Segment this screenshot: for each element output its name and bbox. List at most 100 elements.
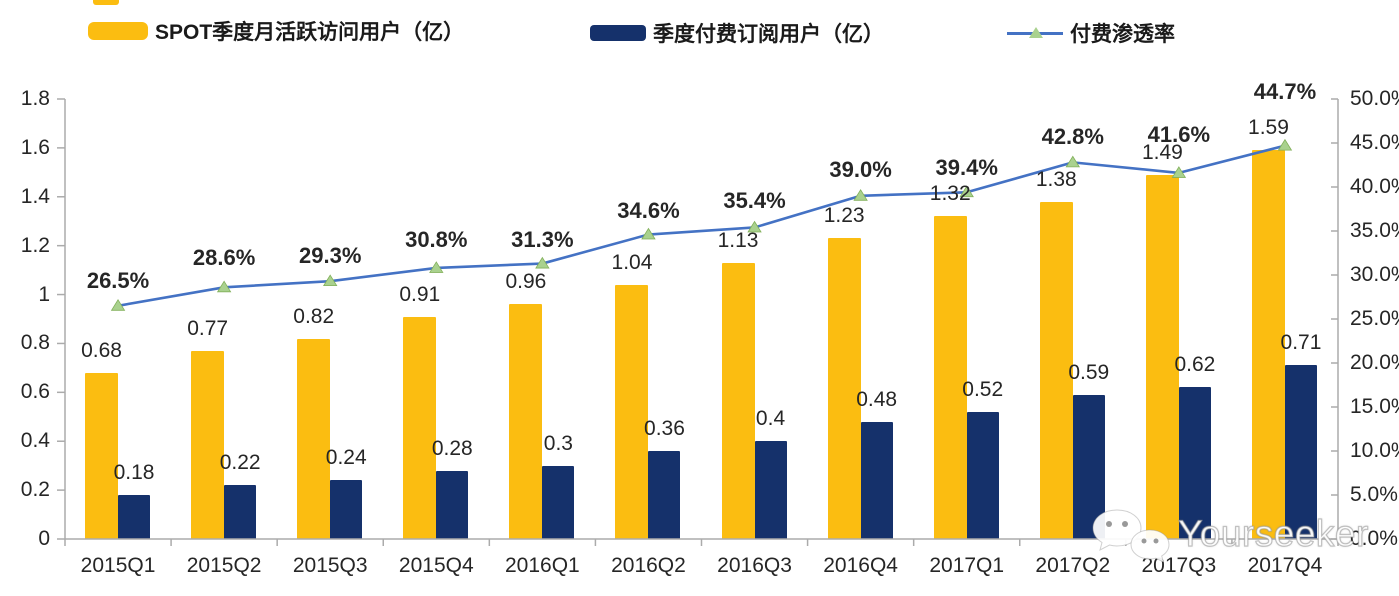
paid-bar — [330, 480, 363, 539]
paid-bar — [966, 411, 999, 539]
legend-label-mau: SPOT季度月活跃访问用户（亿） — [155, 21, 465, 44]
paid-value-label: 0.62 — [1174, 353, 1216, 377]
y-axis-label: 0.4 — [20, 429, 50, 453]
mau-bar — [1145, 174, 1179, 539]
mau-bar — [403, 316, 437, 539]
y-axis-label: 0.6 — [20, 380, 50, 404]
x-axis-label: 2017Q1 — [929, 554, 1005, 577]
mau-bar — [827, 238, 861, 539]
y2-axis-label: 30.0% — [1350, 263, 1399, 286]
y2-axis-label: 35.0% — [1350, 219, 1399, 242]
x-axis-label: 2016Q4 — [823, 554, 898, 577]
y-axis-label: 0.2 — [20, 478, 50, 502]
y2-axis-label: 45.0% — [1350, 131, 1399, 154]
mau-value-label: 1.49 — [1141, 140, 1183, 164]
y-axis-label: 1.2 — [20, 233, 50, 257]
y-axis-label: 1.8 — [20, 87, 50, 110]
legend-item-penetration: 付费渗透率 — [1007, 18, 1175, 48]
penetration-point-marker — [959, 185, 974, 198]
paid-value-label: 0.3 — [543, 431, 573, 455]
legend-swatch-penetration — [1007, 24, 1063, 42]
penetration-point-marker — [747, 220, 762, 233]
paid-bar — [860, 421, 893, 539]
legend-item-paid: 季度付费订阅用户（亿） — [590, 18, 884, 48]
x-axis-label: 2015Q3 — [292, 554, 368, 577]
y2-axis-label: 10.0% — [1350, 439, 1399, 462]
watermark-text: Yourseeker — [1177, 512, 1369, 554]
y2-axis-label: 25.0% — [1350, 307, 1399, 330]
mau-value-label: 1.59 — [1248, 116, 1289, 140]
y-axis-label: 0 — [38, 527, 50, 550]
penetration-value-label: 44.7% — [1253, 78, 1317, 104]
y2-axis-label: 20.0% — [1350, 351, 1399, 374]
y-axis-label: 1.4 — [20, 184, 50, 208]
paid-value-label: 0.48 — [856, 387, 898, 411]
penetration-value-label: 34.6% — [617, 197, 680, 223]
mau-bar — [1039, 201, 1073, 539]
watermark: Yourseeker — [1089, 506, 1369, 562]
penetration-point-marker — [535, 256, 550, 269]
mau-bar — [509, 304, 543, 539]
y-axis-label: 1.6 — [20, 135, 50, 159]
paid-value-label: 0.4 — [755, 407, 786, 431]
paid-value-label: 0.71 — [1280, 331, 1322, 355]
paid-value-label: 0.52 — [962, 377, 1004, 401]
penetration-value-label: 41.6% — [1147, 121, 1211, 147]
mau-value-label: 1.04 — [611, 250, 653, 274]
penetration-value-label: 35.4% — [723, 188, 786, 214]
mau-bar — [615, 284, 649, 539]
mau-value-label: 1.38 — [1035, 167, 1077, 191]
cropped-decor-strip — [93, 0, 119, 5]
x-axis-label: 2017Q4 — [1247, 554, 1323, 577]
mau-bar — [191, 350, 225, 539]
mau-value-label: 0.77 — [187, 316, 229, 340]
penetration-point-marker — [322, 274, 338, 287]
paid-bar — [436, 470, 469, 539]
paid-value-label: 0.24 — [325, 446, 367, 470]
paid-value-label: 0.28 — [431, 436, 473, 460]
mau-value-label: 1.32 — [929, 182, 971, 206]
penetration-point-marker — [853, 189, 868, 201]
penetration-point-marker — [1065, 155, 1081, 168]
paid-value-label: 0.36 — [644, 417, 685, 440]
mau-value-label: 0.96 — [505, 270, 547, 294]
penetration-value-label: 30.8% — [405, 226, 468, 252]
mau-value-label: 1.23 — [823, 204, 865, 228]
penetration-point-marker — [641, 227, 656, 240]
y-axis-label: 0.8 — [20, 331, 50, 355]
paid-bar — [1178, 387, 1211, 539]
penetration-value-label: 39.4% — [935, 155, 998, 181]
x-axis-label: 2015Q2 — [186, 554, 262, 577]
y2-axis-label: 0.0% — [1350, 527, 1398, 550]
mau-bar — [85, 372, 119, 539]
penetration-value-label: 26.5% — [86, 267, 150, 293]
penetration-value-label: 42.8% — [1041, 124, 1104, 150]
legend-swatch-paid — [590, 25, 646, 41]
penetration-value-label: 31.3% — [511, 226, 574, 252]
x-axis-label: 2015Q4 — [398, 554, 474, 577]
wechat-icon — [1092, 509, 1170, 562]
penetration-point-marker — [429, 261, 444, 273]
mau-value-label: 0.82 — [293, 304, 335, 328]
y2-axis-label: 50.0% — [1350, 87, 1399, 110]
x-axis-label: 2016Q2 — [611, 554, 686, 577]
mau-bar — [297, 338, 331, 539]
paid-value-label: 0.18 — [113, 461, 155, 484]
mau-value-label: 0.91 — [399, 282, 441, 306]
penetration-point-marker — [216, 280, 232, 293]
paid-bar — [542, 465, 575, 539]
paid-bar — [1072, 394, 1105, 539]
legend-triangle-marker-icon — [1029, 27, 1043, 38]
paid-value-label: 0.22 — [219, 451, 261, 475]
x-axis-label: 2016Q1 — [505, 554, 580, 577]
x-axis-label: 2016Q3 — [717, 554, 792, 577]
penetration-value-label: 28.6% — [192, 245, 256, 271]
penetration-value-label: 29.3% — [299, 243, 362, 269]
mau-bar — [933, 216, 967, 539]
paid-bar — [224, 485, 257, 539]
legend-label-paid: 季度付费订阅用户（亿） — [653, 23, 884, 46]
paid-bar — [1284, 365, 1317, 539]
mau-bar — [721, 262, 755, 539]
